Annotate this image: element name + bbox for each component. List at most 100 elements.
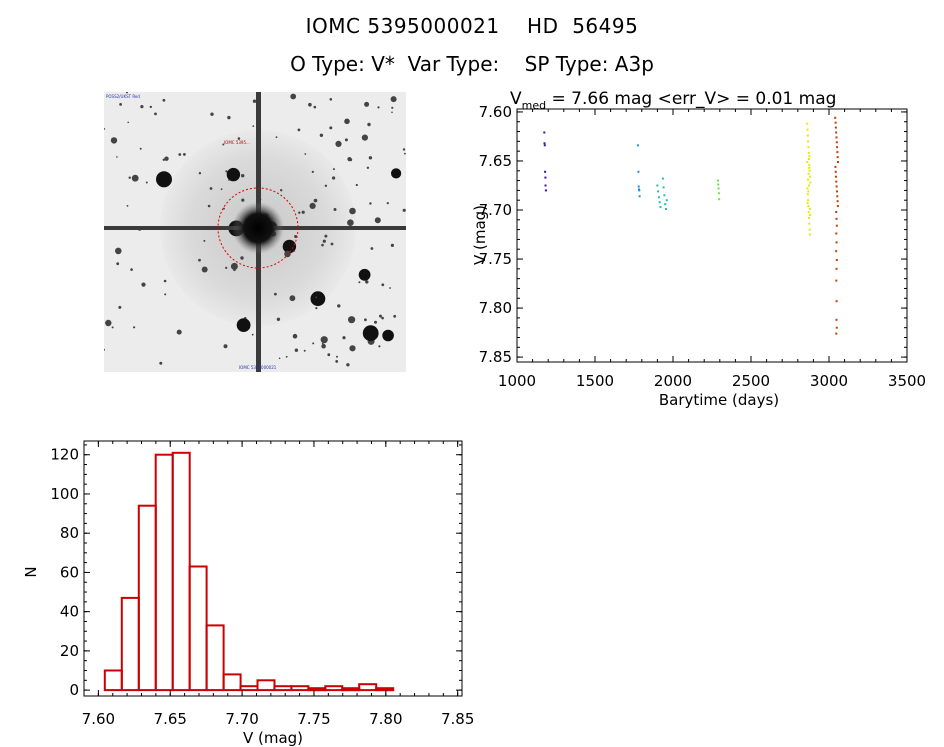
field-star: [203, 239, 206, 242]
field-star: [198, 172, 202, 175]
field-star: [162, 98, 166, 102]
field-star: [131, 174, 139, 182]
field-star: [115, 247, 122, 255]
data-point: [835, 232, 838, 235]
field-star: [358, 268, 371, 281]
field-star: [164, 293, 167, 296]
field-star: [320, 336, 328, 344]
y-tick-label: 7.70: [479, 201, 512, 219]
data-point: [717, 187, 720, 190]
histogram-bar: [324, 685, 344, 692]
field-star: [391, 111, 393, 114]
field-star: [361, 134, 368, 141]
field-star: [159, 361, 163, 365]
data-point: [718, 198, 721, 201]
field-star: [225, 266, 228, 269]
field-star: [324, 184, 328, 187]
field-star: [240, 256, 244, 260]
field-star: [391, 106, 394, 109]
data-point: [835, 250, 838, 253]
histogram-bar: [358, 683, 378, 692]
data-point: [806, 161, 809, 163]
field-star: [289, 295, 296, 302]
field-star: [282, 239, 297, 254]
field-star: [285, 355, 288, 358]
histogram-bar: [307, 687, 327, 692]
data-point: [835, 300, 838, 303]
data-point: [808, 155, 811, 158]
data-point: [835, 217, 838, 220]
field-star: [390, 243, 394, 247]
field-star: [207, 204, 211, 208]
x-tick-label: 7.75: [297, 710, 330, 728]
y-tick-label: 100: [50, 485, 79, 503]
data-point: [836, 200, 839, 203]
field-star: [141, 282, 146, 287]
field-star: [210, 112, 214, 116]
y-tick-label: 7.75: [479, 250, 512, 268]
field-star: [337, 304, 341, 308]
data-point: [834, 126, 837, 129]
data-point: [807, 184, 810, 187]
field-star: [128, 176, 131, 179]
y-tick-label: 7.65: [479, 152, 512, 170]
field-star: [201, 266, 208, 273]
data-point: [806, 187, 809, 190]
data-point: [835, 175, 837, 178]
data-point: [835, 259, 838, 261]
data-point: [806, 122, 809, 125]
field-star: [228, 179, 230, 181]
data-point: [806, 193, 809, 196]
field-star: [366, 166, 370, 169]
field-star: [198, 258, 201, 262]
field-star: [145, 181, 148, 184]
field-star: [335, 140, 342, 147]
field-star: [342, 336, 346, 340]
field-star: [303, 349, 306, 352]
field-star: [162, 158, 165, 161]
histogram-plot-frame: [83, 440, 463, 697]
y-tick-label: 7.80: [479, 299, 512, 317]
data-point: [544, 170, 547, 173]
field-star: [275, 136, 278, 139]
y-tick-label: 80: [60, 524, 79, 542]
field-star: [293, 250, 296, 252]
field-star: [301, 210, 305, 214]
field-star: [319, 133, 324, 137]
data-point: [808, 158, 810, 160]
field-star: [156, 171, 172, 188]
data-point: [806, 128, 809, 131]
field-star: [335, 360, 339, 363]
field-star: [252, 99, 257, 103]
field-star: [308, 102, 312, 107]
data-point: [717, 192, 720, 195]
data-point: [809, 233, 811, 236]
thumbnail-corner-label: POSS2/UKST Red: [106, 94, 140, 99]
field-star: [139, 147, 142, 150]
field-star: [370, 247, 374, 250]
data-point: [808, 166, 811, 169]
field-star: [365, 280, 369, 284]
histogram-bar: [103, 669, 123, 692]
field-star: [251, 333, 254, 336]
field-star: [364, 101, 370, 107]
data-point: [663, 194, 666, 197]
data-point: [543, 144, 546, 147]
aperture-circle: [217, 187, 299, 269]
field-star: [220, 188, 223, 191]
data-point: [664, 203, 667, 206]
y-tick-label: 7.85: [479, 348, 512, 366]
field-star: [126, 205, 129, 207]
data-point: [836, 205, 839, 208]
field-star: [223, 344, 228, 349]
field-star: [330, 242, 334, 246]
field-star: [322, 239, 326, 243]
field-star: [389, 287, 391, 289]
x-tick-label: 7.70: [225, 710, 258, 728]
field-star: [327, 353, 331, 357]
field-star: [222, 207, 225, 210]
field-star: [230, 262, 238, 270]
field-star: [310, 291, 326, 307]
x-tick-label: 1500: [576, 372, 614, 390]
field-star: [378, 345, 381, 348]
